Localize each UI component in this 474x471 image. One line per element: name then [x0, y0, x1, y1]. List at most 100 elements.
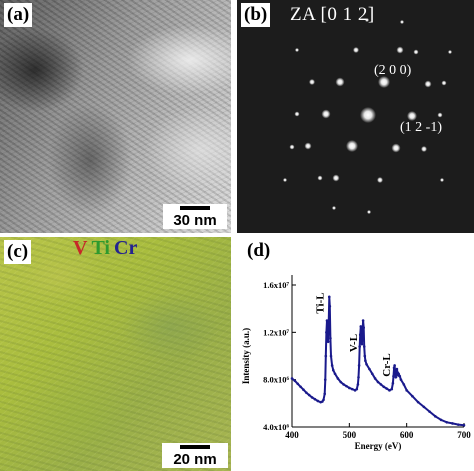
data-point	[379, 383, 383, 386]
data-point	[310, 396, 314, 399]
data-point	[323, 392, 326, 396]
spot	[440, 178, 444, 182]
data-point	[324, 354, 328, 358]
diffraction-pattern-panel: (b) ZA [0 1 2] (2 0 0) (1 2 -1)	[237, 0, 474, 233]
data-point	[350, 387, 354, 391]
chart-axes	[291, 275, 464, 428]
data-point	[330, 364, 334, 367]
data-point	[445, 420, 449, 424]
spot	[377, 177, 383, 183]
data-point	[382, 385, 386, 389]
data-point	[326, 331, 329, 334]
data-point	[326, 340, 330, 344]
data-point	[397, 372, 400, 376]
panel-label-a: (a)	[4, 3, 33, 27]
data-point	[388, 389, 391, 392]
spot	[421, 146, 427, 152]
panel-label-c: (c)	[4, 240, 32, 264]
eels-spectrum-panel: (d) 400 500 600 700 4.0x10⁶ 8.0x10⁶ 1.2x10⁷ 1.6…	[237, 237, 474, 471]
spot	[335, 77, 345, 87]
scale-bar-line	[180, 206, 210, 210]
spot	[317, 175, 323, 181]
spot	[353, 47, 359, 53]
data-point	[348, 386, 351, 390]
spot-label-200: (2 0 0)	[374, 63, 412, 78]
data-point	[323, 378, 327, 381]
panel-label-b: (b)	[241, 3, 271, 27]
spot	[396, 46, 404, 54]
zone-axis-label: ZA [0 1 2]	[290, 4, 375, 25]
data-point	[313, 397, 317, 401]
data-point	[358, 345, 361, 348]
data-point	[392, 374, 395, 378]
tem-image-panel: (a) 30 nm	[0, 0, 231, 233]
edge-annotations: Ti-L V-L Cr-L	[315, 292, 394, 376]
annotation-label: Cr-L	[381, 353, 393, 376]
spot-label-12-1: (1 2 -1)	[400, 120, 442, 135]
data-point	[333, 372, 337, 376]
data-point	[392, 366, 396, 370]
annotation-label: Ti-L	[315, 292, 327, 313]
y-tick-label: 8.0x10⁶	[263, 375, 289, 385]
data-point	[359, 325, 363, 328]
data-point	[428, 410, 431, 413]
data-point	[339, 380, 343, 384]
data-point	[411, 394, 414, 398]
element-ti: Ti	[91, 237, 110, 259]
data-point	[293, 379, 297, 383]
element-cr: Cr	[114, 237, 138, 259]
chart-ticks: 400 500 600 700 4.0x10⁶ 8.0x10⁶ 1.2x10⁷ 1.6x10⁷	[263, 280, 471, 440]
spot	[437, 112, 443, 118]
x-tick-label: 700	[457, 430, 471, 440]
spot	[283, 178, 287, 182]
spot-minus-200	[346, 140, 358, 152]
spectrum-points	[290, 295, 466, 427]
spot	[309, 79, 315, 85]
data-point	[451, 422, 454, 425]
eels-chart: 400 500 600 700 4.0x10⁶ 8.0x10⁶ 1.2x10⁷ 1.6x10⁷…	[241, 275, 471, 451]
spot	[365, 18, 369, 22]
data-point	[361, 319, 365, 322]
scale-bar-line	[180, 445, 210, 449]
panel-label-d: (d)	[244, 239, 274, 263]
data-point	[395, 367, 399, 371]
spot	[413, 49, 419, 55]
data-point	[399, 378, 403, 381]
element-v: V	[73, 237, 88, 259]
data-point	[376, 380, 380, 384]
data-point	[416, 400, 420, 404]
data-point	[356, 383, 360, 386]
data-point	[305, 391, 308, 394]
data-point	[363, 354, 367, 358]
data-point	[364, 359, 367, 363]
x-tick-label: 600	[400, 430, 414, 440]
y-tick-label: 4.0x10⁶	[263, 422, 289, 432]
spot	[321, 109, 331, 119]
data-point	[394, 376, 398, 379]
data-point	[393, 364, 396, 367]
data-point	[391, 381, 395, 385]
data-point	[302, 388, 305, 392]
element-legend: V Ti Cr	[73, 237, 137, 260]
data-point	[327, 295, 331, 299]
spot	[367, 210, 371, 214]
y-axis-label: Intensity (a.u.)	[241, 328, 251, 384]
data-point	[329, 354, 333, 358]
x-tick-label: 400	[285, 430, 299, 440]
spot	[400, 20, 404, 24]
diffraction-spots	[283, 18, 452, 214]
data-point	[336, 377, 340, 380]
spot	[448, 50, 452, 54]
eds-map-panel: (c) V Ti Cr 20 nm	[0, 237, 231, 471]
data-point	[316, 399, 320, 403]
spot	[441, 80, 447, 86]
annotation-label: V-L	[348, 334, 360, 352]
data-point	[360, 342, 364, 346]
scale-bar: 20 nm	[162, 443, 228, 468]
data-point	[365, 362, 368, 366]
data-point	[327, 321, 330, 325]
data-point	[307, 393, 311, 397]
spot	[332, 174, 340, 182]
data-point	[290, 377, 294, 380]
data-point	[357, 364, 361, 367]
